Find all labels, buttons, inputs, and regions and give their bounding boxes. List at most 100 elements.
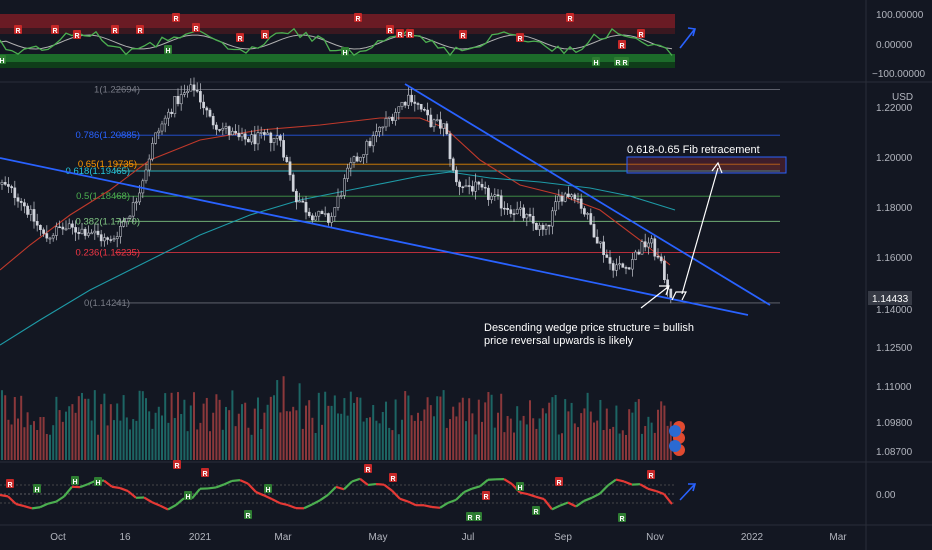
osc-bottom-seg-26	[207, 486, 217, 490]
candle-body-193	[618, 263, 621, 266]
volume-bar-123	[394, 399, 397, 460]
volume-bar-125	[401, 419, 403, 460]
candle-body-68	[218, 129, 221, 131]
volume-bar-175	[561, 433, 563, 460]
volume-bar-166	[532, 418, 535, 460]
price-tick-8: 1.08700	[876, 447, 913, 458]
volume-bar-167	[535, 428, 538, 460]
volume-bar-105	[337, 413, 339, 460]
candle-body-204	[653, 238, 657, 257]
osc-top-marker-12	[406, 29, 414, 38]
candle-body-157	[503, 207, 506, 210]
volume-bar-186	[596, 420, 599, 460]
volume-bar-120	[385, 401, 387, 460]
osc-bottom-seg-48	[383, 483, 393, 492]
price-tick-3: 1.16000	[876, 253, 913, 264]
candle-body-161	[515, 208, 519, 214]
candle-body-120	[384, 118, 388, 128]
candle-body-14	[45, 233, 49, 239]
fib-label-6: 0.236(1.16235)	[76, 248, 140, 259]
osc-bottom-marker-text-8: H	[265, 487, 270, 494]
volume-bar-187	[599, 399, 602, 460]
wedge-upper-line[interactable]	[404, 83, 771, 306]
volume-bar-48	[154, 412, 157, 460]
candle-body-17	[55, 226, 58, 236]
candle-body-18	[58, 226, 61, 229]
wedge-note-line2: price reversal upwards is likely	[484, 335, 634, 347]
volume-bar-78	[250, 434, 253, 460]
osc-bottom-marker-text-12: R	[467, 515, 472, 522]
candle-body-25	[80, 228, 84, 234]
volume-bar-114	[365, 417, 368, 460]
volume-bar-79	[253, 408, 256, 460]
candle-body-70	[224, 126, 228, 129]
volume-bar-41	[132, 419, 135, 460]
volume-bar-192	[615, 405, 618, 460]
candle-body-168	[538, 224, 541, 230]
osc-bottom-seg-68	[543, 498, 553, 511]
fib-target-box[interactable]	[626, 156, 787, 174]
price-tick-6: 1.11000	[876, 382, 912, 393]
candle-body-76	[243, 133, 247, 140]
osc-top-marker-text-11: R	[397, 32, 402, 39]
volume-bar-21	[68, 406, 71, 460]
candle-body-60	[192, 84, 196, 91]
volume-bar-83	[266, 404, 269, 460]
candle-body-9	[29, 209, 33, 215]
candle-body-59	[189, 84, 193, 92]
volume-bar-9	[29, 424, 32, 460]
ma-fast-line	[0, 117, 671, 271]
candle-body-82	[263, 132, 266, 135]
candle-body-104	[333, 207, 337, 217]
volume-bar-102	[327, 405, 330, 460]
osc-bottom-seg-53	[423, 504, 433, 509]
candle-body-57	[183, 92, 186, 95]
candle-body-37	[119, 226, 122, 237]
osc-top-marker-text-5: R	[173, 16, 178, 23]
volume-bar-74	[237, 413, 240, 460]
candle-body-44	[141, 180, 145, 194]
candle-body-126	[403, 101, 407, 106]
osc-bottom-seg-76	[607, 478, 617, 487]
osc-top-marker-8	[261, 30, 269, 39]
candle-body-97	[311, 215, 314, 221]
candle-body-182	[583, 208, 586, 215]
osc-top-marker-23	[621, 57, 629, 66]
osc-bottom-seg-72	[575, 500, 585, 508]
candles	[0, 77, 673, 304]
volume-bar-145	[465, 421, 467, 460]
candle-body-170	[544, 224, 548, 230]
time-tick-7: Nov	[646, 532, 664, 543]
volume-bar-89	[285, 411, 288, 460]
osc-bottom-seg-66	[527, 493, 537, 498]
volume-bar-118	[378, 423, 381, 460]
volume-bar-61	[196, 429, 199, 460]
candle-body-131	[419, 103, 423, 110]
volume-bar-199	[637, 399, 640, 460]
candle-body-48	[154, 132, 157, 144]
candle-body-52	[167, 111, 170, 119]
candle-body-56	[179, 94, 183, 105]
osc-bottom-seg-3	[23, 504, 33, 510]
volume-bar-64	[205, 397, 208, 460]
volume-bar-191	[612, 426, 615, 460]
wedge-lower-line[interactable]	[0, 157, 749, 316]
volume-bar-209	[669, 421, 672, 460]
candle-body-139	[445, 123, 449, 135]
osc-bottom-seg-42	[335, 485, 345, 491]
candle-body-116	[371, 135, 375, 147]
volume-bar-91	[292, 406, 295, 460]
volume-bar-37	[119, 420, 122, 460]
volume-bar-128	[410, 415, 413, 460]
volume-bar-69	[221, 429, 224, 460]
osc-bottom-seg-60	[479, 478, 489, 488]
volume-bar-160	[513, 432, 515, 460]
osc-bottom-seg-7	[55, 495, 65, 503]
candle-body-15	[48, 237, 52, 240]
volume-bar-98	[314, 432, 317, 460]
candle-body-77	[247, 138, 250, 143]
volume-bar-84	[269, 396, 272, 460]
volume-bar-92	[295, 410, 298, 460]
